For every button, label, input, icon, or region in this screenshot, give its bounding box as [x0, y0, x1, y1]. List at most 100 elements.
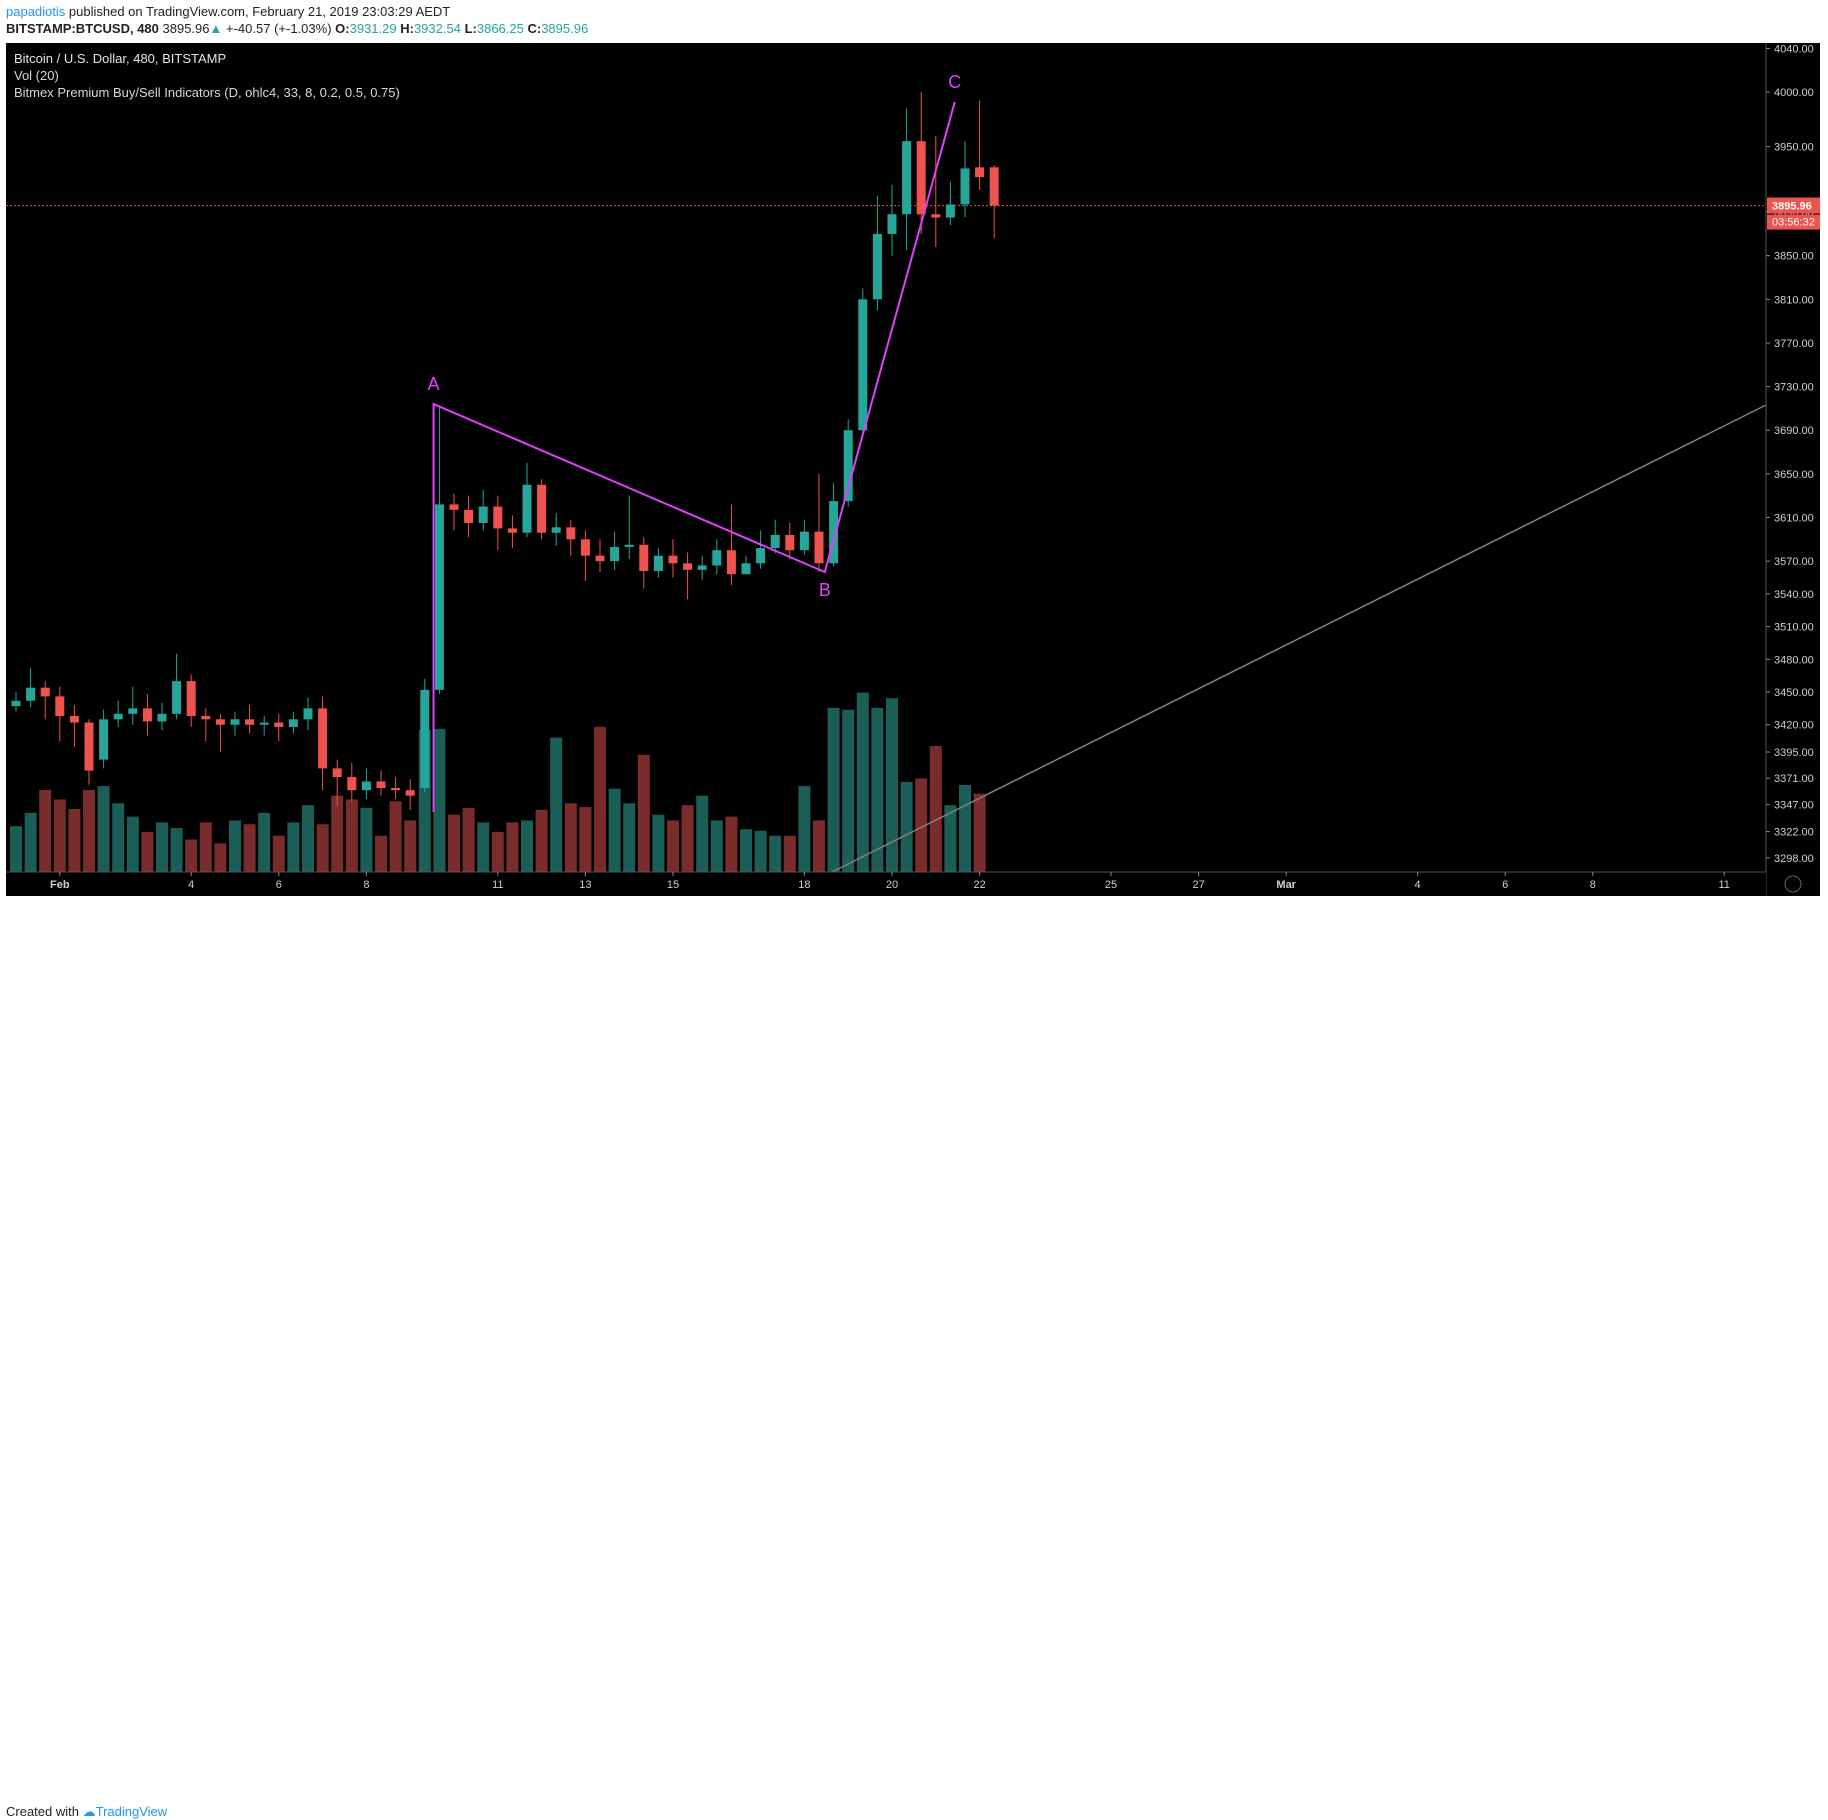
- x-tick-label: 8: [1590, 879, 1596, 891]
- current-price-label: 3895.96: [1772, 201, 1812, 213]
- candle-body: [274, 722, 284, 727]
- volume-bar: [448, 814, 460, 872]
- y-tick-label: 3650.00: [1774, 469, 1814, 481]
- high-value: 3932.54: [413, 21, 461, 36]
- volume-bar: [900, 781, 913, 872]
- footer-bar: Created with ☁TradingView: [0, 898, 1828, 1819]
- volume-bar: [506, 822, 519, 872]
- tradingview-logo-icon[interactable]: ☁: [82, 1804, 96, 1819]
- candle-body: [113, 713, 123, 720]
- candle-body: [464, 509, 474, 523]
- y-tick-label: 3510.00: [1774, 622, 1814, 634]
- candle-body: [303, 708, 313, 720]
- volume-bar: [594, 726, 606, 872]
- candle-body: [872, 233, 882, 300]
- x-tick-label: 18: [798, 879, 810, 891]
- volume-bar: [302, 805, 314, 872]
- candle-body: [741, 563, 751, 575]
- volume-bar: [316, 824, 329, 872]
- publish-line: papadiotis published on TradingView.com,…: [6, 4, 450, 19]
- candle-body: [843, 430, 853, 502]
- candle-body: [99, 719, 109, 760]
- candle-body: [858, 299, 868, 431]
- candle-body: [756, 548, 766, 564]
- pattern-label-c: C: [948, 72, 961, 92]
- y-tick-label: 3322.00: [1774, 827, 1814, 839]
- volume-bar: [170, 828, 183, 872]
- volume-bar: [769, 835, 782, 872]
- volume-bar: [798, 786, 811, 872]
- y-tick-label: 3420.00: [1774, 720, 1814, 732]
- volume-bar: [126, 816, 139, 872]
- candle-body: [639, 544, 649, 571]
- x-tick-label: 22: [973, 879, 985, 891]
- chart-area[interactable]: ABC4040.004000.003950.003890.003850.0038…: [6, 43, 1820, 896]
- volume-bar: [24, 812, 37, 872]
- volume-bar: [287, 822, 300, 872]
- y-tick-label: 3770.00: [1774, 338, 1814, 350]
- created-with: Created with ☁TradingView: [6, 1804, 167, 1820]
- legend-volume[interactable]: Vol (20): [14, 68, 59, 83]
- price-axis: [1766, 43, 1820, 896]
- candle-body: [975, 167, 985, 178]
- author-link[interactable]: papadiotis: [6, 4, 66, 19]
- volume-bar: [652, 814, 665, 872]
- x-tick-label: 6: [276, 879, 282, 891]
- candle-body: [318, 708, 328, 769]
- countdown-label: 03:56:32: [1772, 217, 1815, 229]
- volume-bar: [521, 820, 533, 872]
- legend-indicator[interactable]: Bitmex Premium Buy/Sell Indicators (D, o…: [14, 85, 400, 100]
- price-chart[interactable]: ABC4040.004000.003950.003890.003850.0038…: [6, 43, 1820, 896]
- candle-body: [128, 708, 138, 714]
- candle-body: [84, 722, 94, 771]
- y-tick-label: 3371.00: [1774, 773, 1814, 785]
- volume-bar: [214, 843, 227, 872]
- volume-bar: [199, 822, 212, 872]
- x-tick-label: 25: [1105, 879, 1117, 891]
- volume-bar: [827, 707, 840, 872]
- y-tick-label: 3690.00: [1774, 425, 1814, 437]
- volume-bar: [886, 698, 898, 872]
- candle-body: [522, 484, 532, 533]
- symbol-label: BITSTAMP:BTCUSD, 480: [6, 21, 159, 36]
- pattern-label-a: A: [428, 374, 440, 394]
- volume-bar: [404, 820, 417, 872]
- volume-bar: [696, 795, 709, 872]
- candle-body: [245, 719, 255, 725]
- tradingview-brand[interactable]: TradingView: [95, 1804, 168, 1819]
- candle-body: [449, 504, 459, 510]
- time-axis: [6, 872, 1766, 896]
- candle-body: [653, 555, 663, 571]
- volume-bar: [813, 820, 825, 872]
- candle-body: [186, 681, 196, 717]
- low-value: 3866.25: [476, 21, 524, 36]
- volume-bar: [959, 784, 971, 872]
- x-tick-label: 4: [1415, 879, 1421, 891]
- volume-bar: [871, 707, 884, 872]
- volume-bar: [39, 789, 52, 872]
- volume-bar: [331, 795, 344, 872]
- volume-bar: [608, 788, 621, 872]
- legend-title[interactable]: Bitcoin / U.S. Dollar, 480, BITSTAMP: [14, 51, 227, 66]
- y-tick-label: 3298.00: [1774, 853, 1814, 865]
- candle-body: [726, 550, 736, 575]
- y-tick-label: 3395.00: [1774, 747, 1814, 759]
- x-tick-label: 20: [886, 879, 898, 891]
- volume-bar: [944, 805, 957, 872]
- x-tick-label: 6: [1502, 879, 1508, 891]
- volume-bar: [623, 803, 636, 872]
- volume-bar: [185, 839, 198, 872]
- volume-bar: [433, 728, 446, 872]
- countdown-box: [1767, 214, 1820, 230]
- x-tick-label: 11: [1718, 879, 1729, 891]
- x-tick-label: 15: [667, 879, 679, 891]
- volume-bar: [564, 803, 577, 872]
- low-label: L:: [464, 21, 477, 36]
- x-tick-label: 8: [363, 879, 369, 891]
- x-tick-label: 13: [579, 879, 591, 891]
- volume-bar: [740, 829, 752, 872]
- candle-body: [960, 168, 970, 205]
- volume-bar: [389, 801, 402, 872]
- last-price: 3895.96: [162, 21, 210, 36]
- candle-body: [945, 204, 955, 218]
